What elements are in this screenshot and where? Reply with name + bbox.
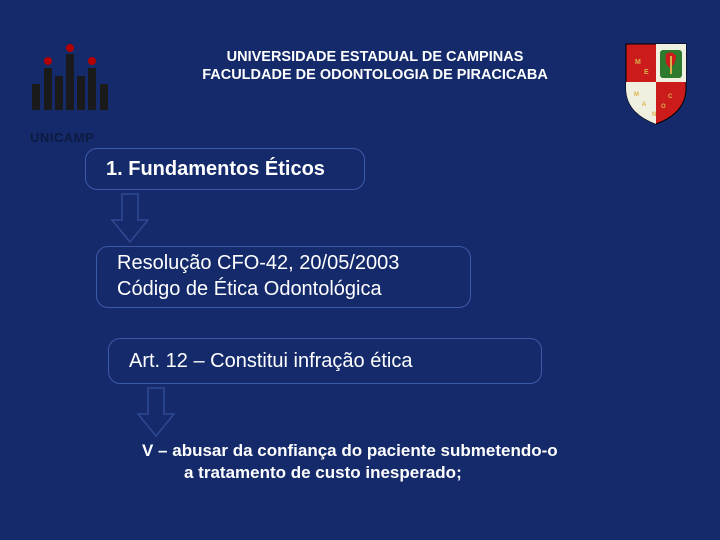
svg-text:N: N xyxy=(652,112,656,118)
topic-box-2: Resolução CFO-42, 20/05/2003 Código de É… xyxy=(96,246,471,308)
faculty-shield-logo: M E C O M A N xyxy=(620,38,692,128)
body-line2: a tratamento de custo inesperado; xyxy=(160,462,672,484)
slide-header: UNICAMP UNIVERSIDADE ESTADUAL DE CAMPINA… xyxy=(0,20,720,120)
topic-3-text: Art. 12 – Constitui infração ética xyxy=(129,350,521,373)
arrow-1 xyxy=(110,192,150,244)
topic-2-line2: Código de Ética Odontológica xyxy=(117,277,450,303)
institution-line2: FACULDADE DE ODONTOLOGIA DE PIRACICABA xyxy=(150,66,600,84)
arrow-2 xyxy=(136,386,176,438)
body-paragraph: V – abusar da confiança do paciente subm… xyxy=(142,440,672,484)
unicamp-name: UNICAMP xyxy=(30,130,94,145)
institution-line1: UNIVERSIDADE ESTADUAL DE CAMPINAS xyxy=(150,48,600,66)
svg-text:C: C xyxy=(668,94,673,100)
svg-text:O: O xyxy=(661,104,666,110)
institution-title: UNIVERSIDADE ESTADUAL DE CAMPINAS FACULD… xyxy=(150,48,600,84)
topic-2-line1: Resolução CFO-42, 20/05/2003 xyxy=(117,251,450,277)
topic-box-1: 1. Fundamentos Éticos xyxy=(85,148,365,190)
svg-text:M: M xyxy=(635,59,641,66)
topic-1-text: 1. Fundamentos Éticos xyxy=(106,158,344,181)
svg-text:E: E xyxy=(644,69,649,76)
svg-text:A: A xyxy=(642,102,647,108)
body-line1: V – abusar da confiança do paciente subm… xyxy=(142,441,558,460)
unicamp-logo xyxy=(30,38,110,118)
svg-text:M: M xyxy=(634,92,639,98)
topic-box-3: Art. 12 – Constitui infração ética xyxy=(108,338,542,384)
